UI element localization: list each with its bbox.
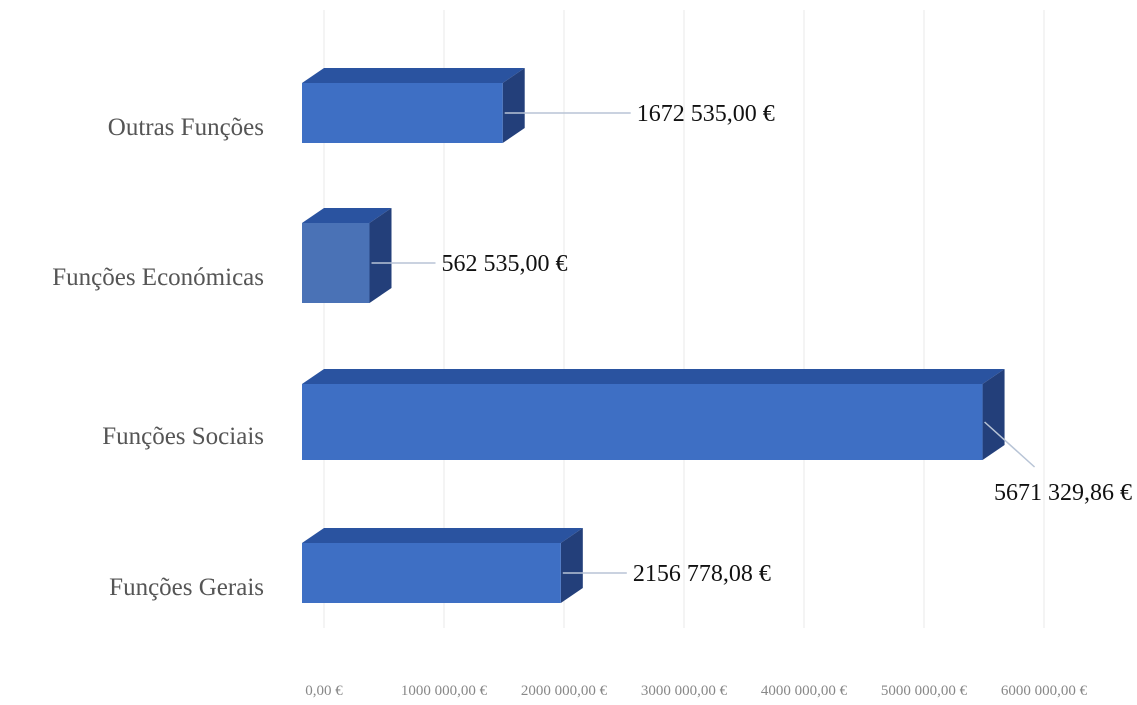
bar-side-face: [982, 369, 1005, 460]
bar-side-face: [560, 528, 583, 603]
bar-front-face: [302, 543, 561, 603]
data-label: 5671 329,86 €: [994, 480, 1132, 506]
bar-front-face: [302, 384, 983, 460]
data-label: 2156 778,08 €: [633, 561, 771, 587]
x-tick-label: 3000 000,00 €: [641, 683, 728, 699]
data-label-leader-line: [984, 421, 1036, 468]
category-label: Funções Sociais: [102, 423, 264, 450]
x-tick-label: 1000 000,00 €: [401, 683, 488, 699]
category-label: Outras Funções: [108, 114, 264, 141]
data-label: 1672 535,00 €: [637, 101, 775, 127]
category-label: Funções Gerais: [109, 574, 264, 601]
x-tick-label: 6000 000,00 €: [1001, 683, 1088, 699]
bar-side-face: [369, 208, 392, 303]
bar-front-face: [302, 83, 503, 143]
bar-2: [302, 369, 1005, 460]
bar-top-face: [302, 208, 392, 223]
x-tick-label: 2000 000,00 €: [521, 683, 608, 699]
x-tick-label: 0,00 €: [305, 683, 343, 699]
bar-side-face: [502, 68, 525, 143]
bar-3: [302, 528, 583, 603]
bar-top-face: [302, 68, 525, 83]
x-tick-label: 4000 000,00 €: [761, 683, 848, 699]
bar-0: [302, 68, 525, 143]
data-label: 562 535,00 €: [442, 251, 568, 277]
bar-top-face: [302, 528, 583, 543]
bar-front-face: [302, 223, 370, 303]
bar-1: [302, 208, 392, 303]
x-tick-label: 5000 000,00 €: [881, 683, 968, 699]
category-label: Funções Económicas: [52, 264, 264, 291]
bar-top-face: [302, 369, 1005, 384]
